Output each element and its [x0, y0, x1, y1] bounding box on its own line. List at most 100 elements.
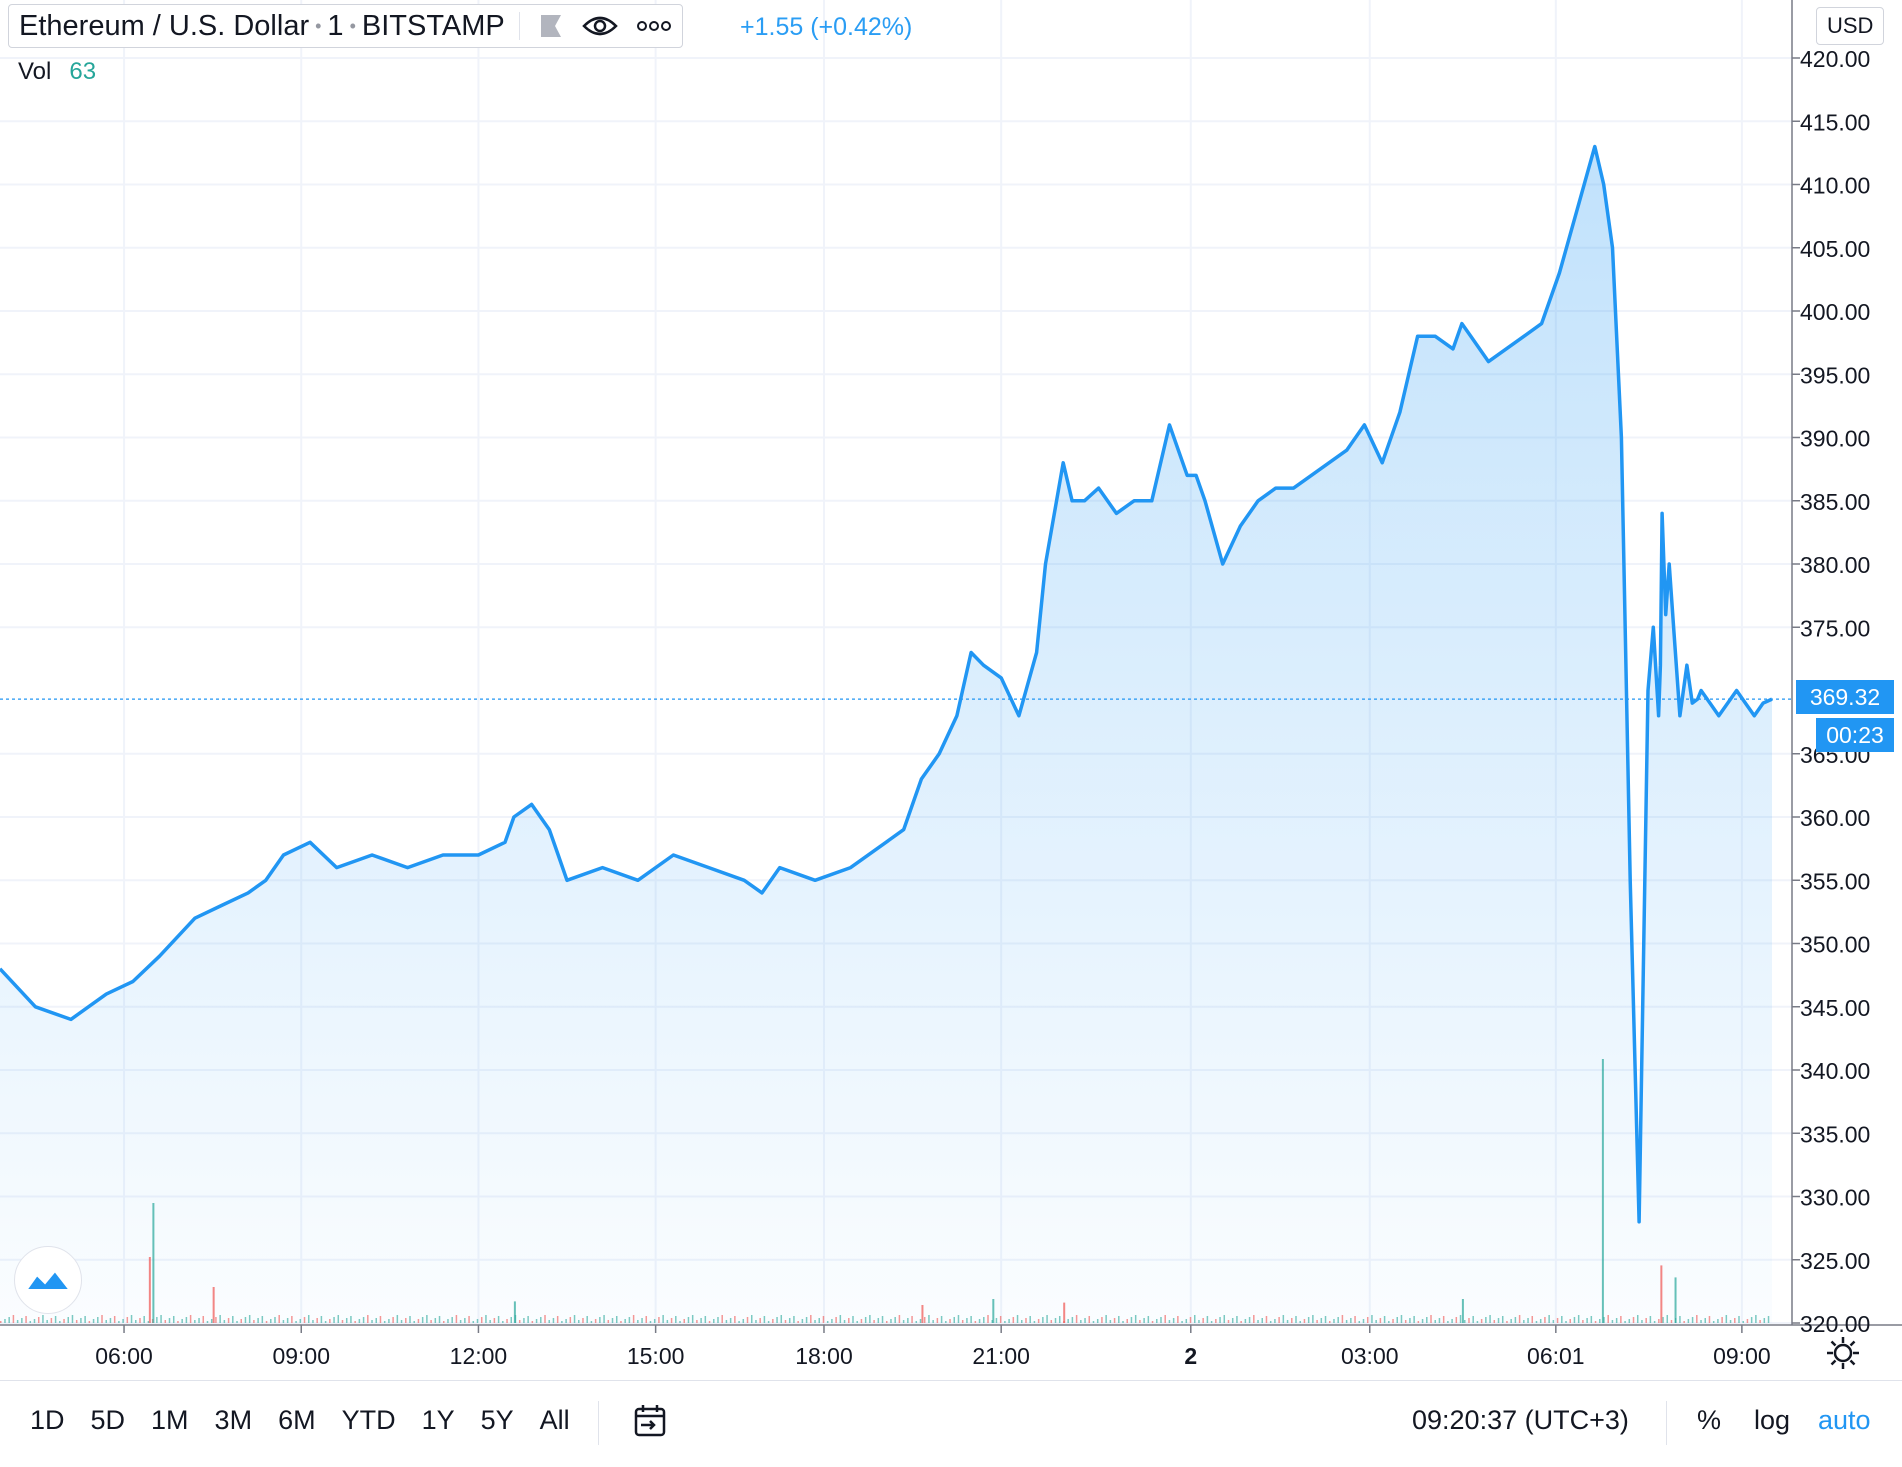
price-tick-label: 330.00: [1800, 1185, 1870, 1211]
volume-bar: [1691, 1317, 1694, 1323]
volume-bar: [1531, 1316, 1534, 1323]
volume-bar: [113, 1316, 116, 1323]
volume-bar: [1704, 1318, 1706, 1323]
volume-bar: [987, 1315, 989, 1323]
volume-bar: [1265, 1316, 1268, 1323]
volume-bar: [42, 1315, 44, 1323]
volume-bar: [1501, 1316, 1504, 1323]
volume-bar: [105, 1320, 107, 1323]
volume-bar: [1601, 1059, 1604, 1323]
volume-bar: [1253, 1315, 1255, 1323]
eye-icon[interactable]: [581, 13, 618, 39]
log-scale-button[interactable]: log: [1754, 1405, 1791, 1435]
volume-bar: [565, 1319, 567, 1323]
volume-bar: [1164, 1315, 1166, 1323]
volume-bar: [628, 1317, 631, 1323]
volume-bar: [886, 1321, 888, 1323]
divider: [518, 12, 520, 40]
price-tick-label: 420.00: [1800, 46, 1870, 72]
range-5y-button[interactable]: 5Y: [480, 1405, 514, 1435]
volume-bar: [999, 1316, 1002, 1323]
volume-bar: [1210, 1321, 1213, 1323]
price-tick-label: 385.00: [1800, 489, 1870, 515]
volume-bar: [1122, 1321, 1124, 1323]
volume-bar: [75, 1320, 78, 1323]
volume-bar: [1396, 1317, 1399, 1323]
volume-bar: [1058, 1316, 1061, 1323]
volume-bar: [1552, 1320, 1555, 1323]
volume-bar: [371, 1320, 373, 1323]
volume-bar: [379, 1316, 382, 1323]
volume-value: 63: [69, 58, 97, 85]
range-all-button[interactable]: All: [539, 1405, 570, 1435]
volume-bar: [784, 1320, 787, 1323]
volume-bar: [1202, 1318, 1204, 1323]
range-5d-button[interactable]: 5D: [90, 1405, 126, 1435]
volume-bar: [1590, 1316, 1593, 1323]
volume-bar: [1464, 1320, 1466, 1323]
volume-bar: [329, 1319, 331, 1323]
volume-bar: [1763, 1318, 1766, 1323]
volume-bar: [1413, 1316, 1415, 1323]
range-ytd-button[interactable]: YTD: [341, 1405, 396, 1435]
volume-bar: [109, 1318, 112, 1323]
volume-bar: [135, 1320, 137, 1323]
volume-bar: [620, 1321, 622, 1323]
volume-bar: [1008, 1319, 1010, 1323]
volume-bar: [392, 1317, 394, 1323]
symbol-legend[interactable]: Ethereum / U.S. Dollar • 1 • BITSTAMP: [8, 4, 683, 48]
range-1m-button[interactable]: 1M: [151, 1405, 189, 1435]
currency-button[interactable]: USD: [1816, 7, 1885, 45]
volume-bar: [995, 1318, 998, 1323]
volume-bar: [88, 1321, 91, 1323]
volume-bar: [1185, 1319, 1188, 1323]
volume-bar: [464, 1318, 466, 1323]
volume-bar: [932, 1320, 934, 1323]
volume-bar: [957, 1315, 960, 1323]
volume-bar: [227, 1318, 230, 1323]
range-3m-button[interactable]: 3M: [214, 1405, 253, 1435]
volume-bar: [780, 1315, 783, 1323]
flag-icon[interactable]: [538, 13, 564, 39]
volume-bar: [1295, 1316, 1297, 1323]
percent-scale-button[interactable]: %: [1697, 1405, 1722, 1435]
volume-bar: [915, 1321, 918, 1323]
volume-bar: [1379, 1318, 1382, 1323]
volume-bar: [1468, 1318, 1470, 1323]
volume-bar: [476, 1319, 479, 1323]
volume-bar: [725, 1320, 728, 1323]
clock-time[interactable]: 09:20:37 (UTC+3): [1412, 1405, 1629, 1435]
volume-bar: [485, 1315, 487, 1323]
volume-bar: [270, 1319, 272, 1323]
volume-bar: [902, 1320, 905, 1323]
auto-scale-button[interactable]: auto: [1818, 1405, 1871, 1435]
range-1y-button[interactable]: 1Y: [421, 1405, 455, 1435]
volume-bar: [1134, 1315, 1137, 1323]
volume-bar: [1181, 1321, 1183, 1323]
volume-bar: [877, 1318, 880, 1323]
volume-bar: [759, 1318, 761, 1323]
volume-bar: [1063, 1302, 1066, 1323]
volume-bar: [1329, 1321, 1331, 1323]
volume-bar: [4, 1319, 6, 1323]
volume-bar: [426, 1315, 428, 1323]
tradingview-logo-icon[interactable]: [14, 1246, 82, 1314]
more-icon[interactable]: [636, 20, 672, 32]
volume-bar: [101, 1315, 103, 1323]
settings-gear-icon[interactable]: [1826, 1336, 1860, 1375]
volume-bar: [502, 1321, 504, 1323]
volume-bar: [1544, 1317, 1546, 1323]
volume-bar: [810, 1315, 812, 1323]
volume-bar: [443, 1321, 445, 1323]
volume-bar: [1455, 1317, 1458, 1323]
price-axis: 420.00 415.00 410.00 405.00 400.00 395.00 390.…: [1792, 46, 1870, 1337]
range-1d-button[interactable]: 1D: [30, 1405, 65, 1435]
price-chart[interactable]: 420.00 415.00 410.00 405.00 400.00 395.00 390.…: [0, 0, 1902, 1380]
volume-bar: [468, 1316, 470, 1323]
goto-date-icon[interactable]: [632, 1403, 668, 1446]
volume-bar: [303, 1317, 306, 1323]
volume-bar: [1193, 1315, 1196, 1323]
volume-bar: [67, 1317, 70, 1323]
range-6m-button[interactable]: 6M: [278, 1405, 316, 1435]
volume-bar: [1514, 1317, 1517, 1323]
